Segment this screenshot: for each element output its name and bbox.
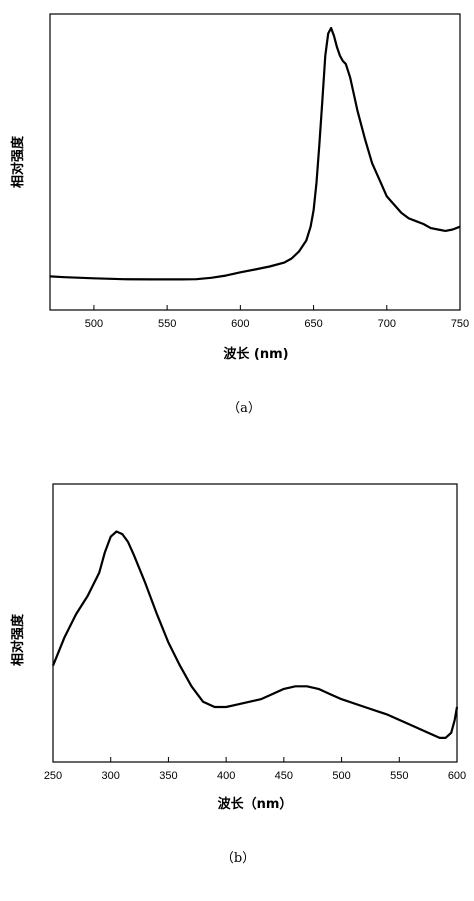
x-ticks-b: 250 300 350 400 450 500 550 600 (44, 757, 466, 782)
chart-panel-a: 500 550 600 650 700 750 波长 (nm) 相对强度 （a） (10, 13, 469, 416)
x-tick-label-a-5: 750 (451, 318, 469, 330)
x-tick-label-b-4: 450 (275, 770, 293, 782)
x-tick-label-b-0: 250 (44, 770, 62, 782)
x-tick-label-a-4: 700 (378, 318, 396, 330)
x-tick-label-b-2: 350 (159, 770, 177, 782)
panel-label-b: （b） (221, 851, 255, 866)
y-axis-title-a: 相对强度 (10, 135, 26, 188)
y-axis-title-b: 相对强度 (10, 613, 26, 666)
chart-panel-b: 250 300 350 400 450 500 550 600 波长（nm） 相对强度 （b） (10, 483, 466, 866)
spectrum-line-b (51, 530, 459, 739)
spectrum-line-a (49, 26, 461, 281)
x-tick-label-b-1: 300 (102, 770, 120, 782)
x-tick-label-a-1: 550 (158, 318, 176, 330)
x-tick-label-a-3: 650 (304, 318, 322, 330)
plot-frame-a (49, 13, 461, 311)
x-tick-label-a-2: 600 (231, 318, 249, 330)
x-tick-label-a-0: 500 (85, 318, 103, 330)
x-tick-label-b-3: 400 (217, 770, 235, 782)
x-tick-label-b-6: 550 (390, 770, 408, 782)
panel-label-a: （a） (227, 401, 261, 416)
x-tick-label-b-5: 500 (332, 770, 350, 782)
x-axis-title-a: 波长 (nm) (223, 346, 288, 362)
x-tick-label-b-7: 600 (448, 770, 466, 782)
x-ticks-a: 500 550 600 650 700 750 (85, 305, 469, 330)
plot-frame-b (52, 483, 458, 763)
x-axis-title-b: 波长（nm） (218, 796, 293, 812)
